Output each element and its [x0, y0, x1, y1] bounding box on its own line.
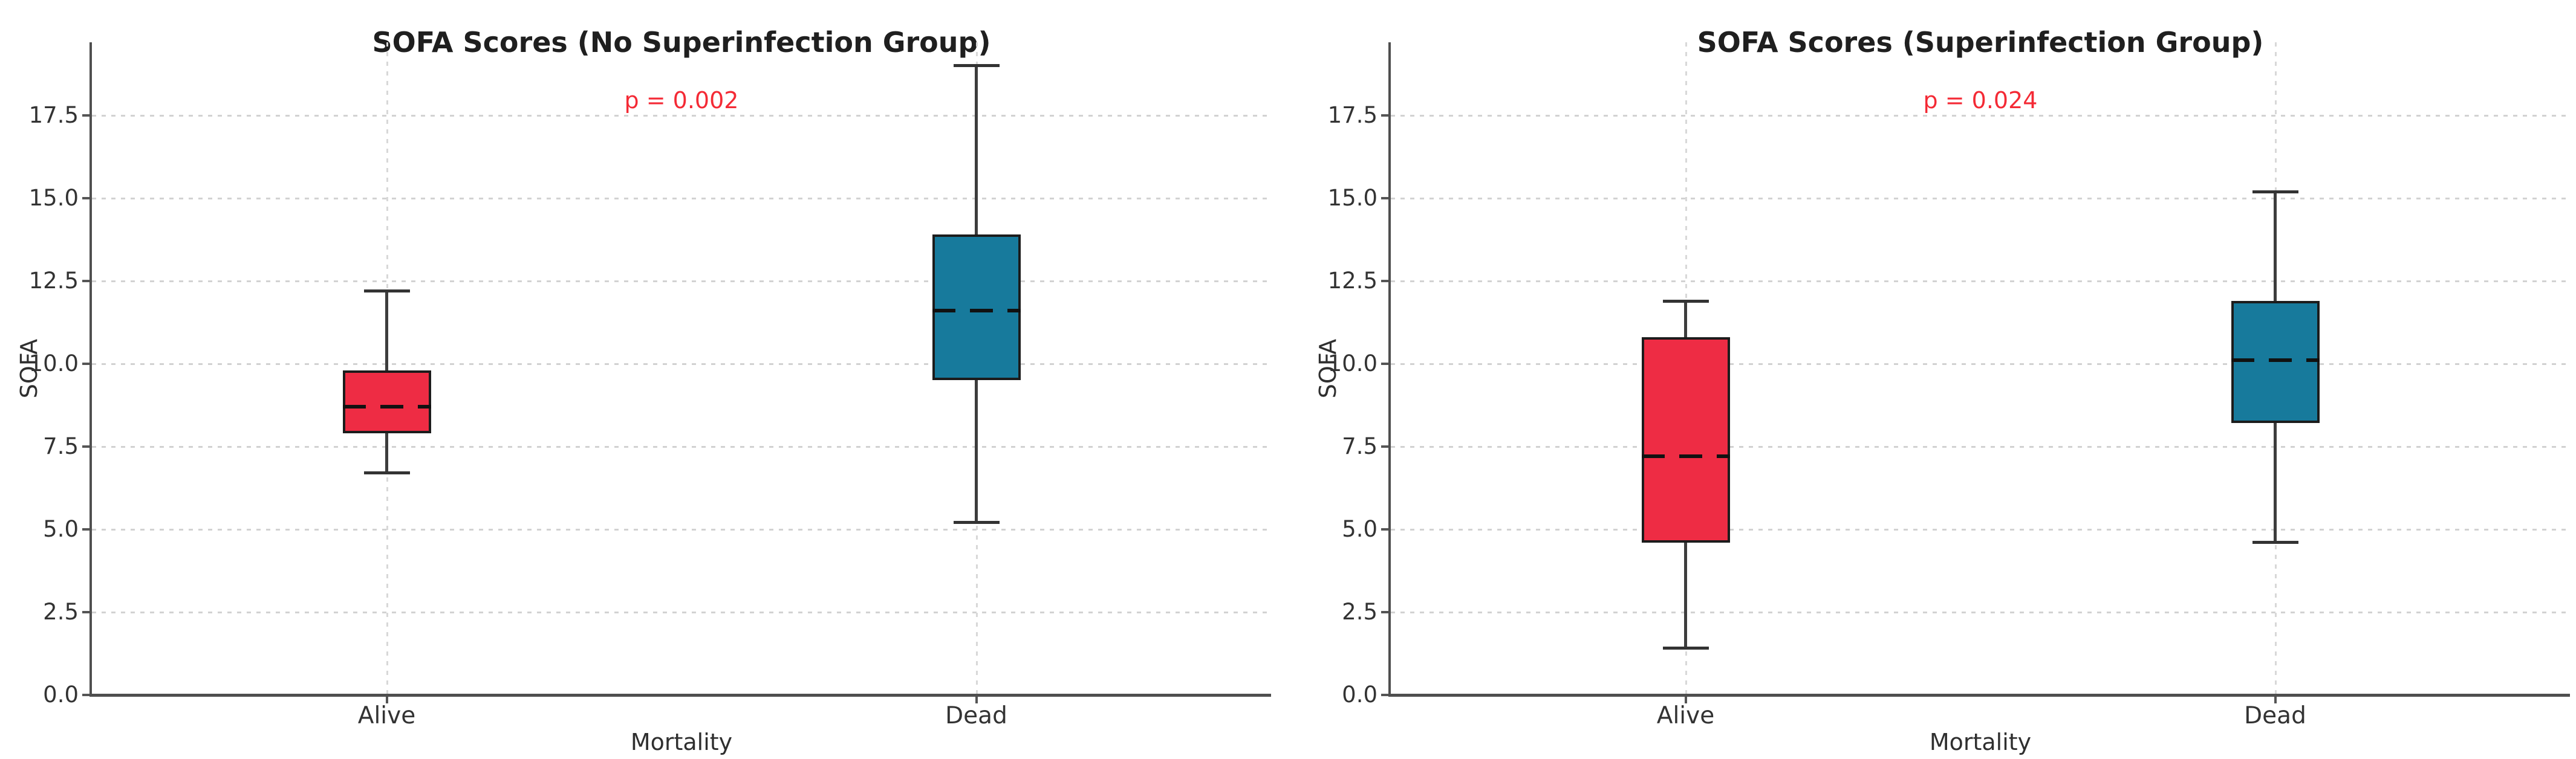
y-tick-label: 2.5	[43, 598, 79, 625]
x-tick-label-alive: Alive	[357, 702, 416, 729]
gridline-y-5.0	[1391, 528, 2570, 531]
lower-whisker-cap	[2252, 540, 2298, 544]
gridline-y-7.5	[92, 445, 1271, 448]
lower-whisker	[2273, 423, 2277, 543]
gridline-y-7.5	[1391, 445, 2570, 448]
y-tick-mark	[1381, 279, 1390, 282]
lower-whisker	[974, 380, 978, 523]
gridline-y-5.0	[92, 528, 1271, 531]
y-tick-label: 5.0	[1342, 515, 1377, 542]
y-tick-mark	[82, 528, 91, 531]
box-dead	[932, 234, 1021, 381]
lower-whisker	[385, 433, 388, 473]
gridline-y-12.5	[92, 280, 1271, 282]
upper-whisker	[974, 65, 978, 234]
y-tick-mark	[82, 445, 91, 448]
y-tick-mark	[82, 196, 91, 199]
p-value-annotation: p = 0.024	[1923, 87, 2038, 114]
gridline-y-15.0	[1391, 197, 2570, 199]
upper-whisker	[2273, 191, 2277, 301]
y-tick-mark	[1381, 694, 1390, 696]
y-tick-label: 10.0	[28, 350, 79, 376]
y-tick-label: 17.5	[1327, 102, 1377, 128]
y-tick-label: 2.5	[1342, 598, 1377, 625]
gridline-y-2.5	[92, 611, 1271, 613]
x-tick-label-alive: Alive	[1656, 702, 1715, 729]
y-tick-label: 15.0	[1327, 184, 1377, 211]
median-line-alive	[1641, 454, 1730, 459]
x-tick-mark	[1684, 695, 1687, 703]
plot-area: p = 0.002	[92, 42, 1271, 695]
upper-whisker-cap	[953, 64, 1000, 68]
gridline-y-15.0	[92, 197, 1271, 199]
box-alive	[1641, 337, 1730, 543]
y-tick-label: 7.5	[1342, 433, 1377, 459]
y-tick-label: 0.0	[43, 682, 79, 708]
y-tick-label: 12.5	[1327, 267, 1377, 294]
upper-whisker	[1683, 300, 1687, 337]
lower-whisker-cap	[363, 471, 410, 474]
chart-title: SOFA Scores (No Superinfection Group)	[372, 26, 991, 59]
x-axis-spine	[92, 694, 1271, 697]
x-tick-mark	[975, 695, 978, 703]
x-tick-mark	[385, 695, 388, 703]
y-tick-mark	[82, 362, 91, 365]
x-axis-label: Mortality	[1929, 729, 2032, 755]
y-tick-mark	[82, 279, 91, 282]
upper-whisker-cap	[363, 289, 410, 293]
y-tick-mark	[82, 694, 91, 696]
boxplot-panel-superinfection: SOFA Scores (Superinfection Group) SOFA …	[1288, 0, 2576, 759]
y-tick-mark	[1381, 528, 1390, 531]
y-tick-mark	[1381, 610, 1390, 613]
y-tick-label: 17.5	[28, 102, 79, 128]
x-tick-mark	[2274, 695, 2277, 703]
y-tick-label: 7.5	[43, 433, 79, 459]
boxplot-panel-no-superinfection: SOFA Scores (No Superinfection Group) SO…	[16, 26, 1271, 755]
lower-whisker-cap	[1662, 647, 1709, 650]
x-axis-label: Mortality	[630, 729, 733, 755]
x-axis-spine	[1391, 694, 2570, 697]
gridline-y-17.5	[92, 114, 1271, 117]
upper-whisker-cap	[1662, 299, 1709, 303]
lower-whisker-cap	[953, 520, 1000, 524]
gridline-y-17.5	[1391, 114, 2570, 117]
gridline-y-10.0	[92, 363, 1271, 365]
lower-whisker	[1683, 542, 1687, 649]
y-tick-label: 0.0	[1342, 682, 1377, 708]
upper-whisker	[385, 291, 388, 370]
y-tick-label: 10.0	[1327, 350, 1377, 376]
gridline-y-2.5	[1391, 611, 2570, 613]
y-tick-mark	[1381, 196, 1390, 199]
median-line-dead	[932, 309, 1021, 313]
median-line-alive	[342, 405, 431, 409]
box-alive	[342, 370, 431, 433]
y-tick-mark	[1381, 362, 1390, 365]
gridline-y-12.5	[1391, 280, 2570, 282]
y-tick-mark	[1381, 114, 1390, 117]
x-tick-label-dead: Dead	[2244, 702, 2306, 729]
plot-area: p = 0.024	[1391, 42, 2570, 695]
y-tick-mark	[82, 114, 91, 117]
y-tick-label: 15.0	[28, 184, 79, 211]
chart-title: SOFA Scores (Superinfection Group)	[1697, 26, 2264, 59]
gridline-y-10.0	[1391, 363, 2570, 365]
p-value-annotation: p = 0.002	[624, 87, 739, 114]
upper-whisker-cap	[2252, 190, 2298, 193]
y-tick-mark	[1381, 445, 1390, 448]
y-tick-mark	[82, 610, 91, 613]
y-axis-spine	[1388, 42, 1391, 697]
y-axis-spine	[89, 42, 92, 697]
y-tick-label: 12.5	[28, 267, 79, 294]
x-tick-label-dead: Dead	[945, 702, 1007, 729]
median-line-dead	[2231, 358, 2320, 363]
y-tick-label: 5.0	[43, 515, 79, 542]
